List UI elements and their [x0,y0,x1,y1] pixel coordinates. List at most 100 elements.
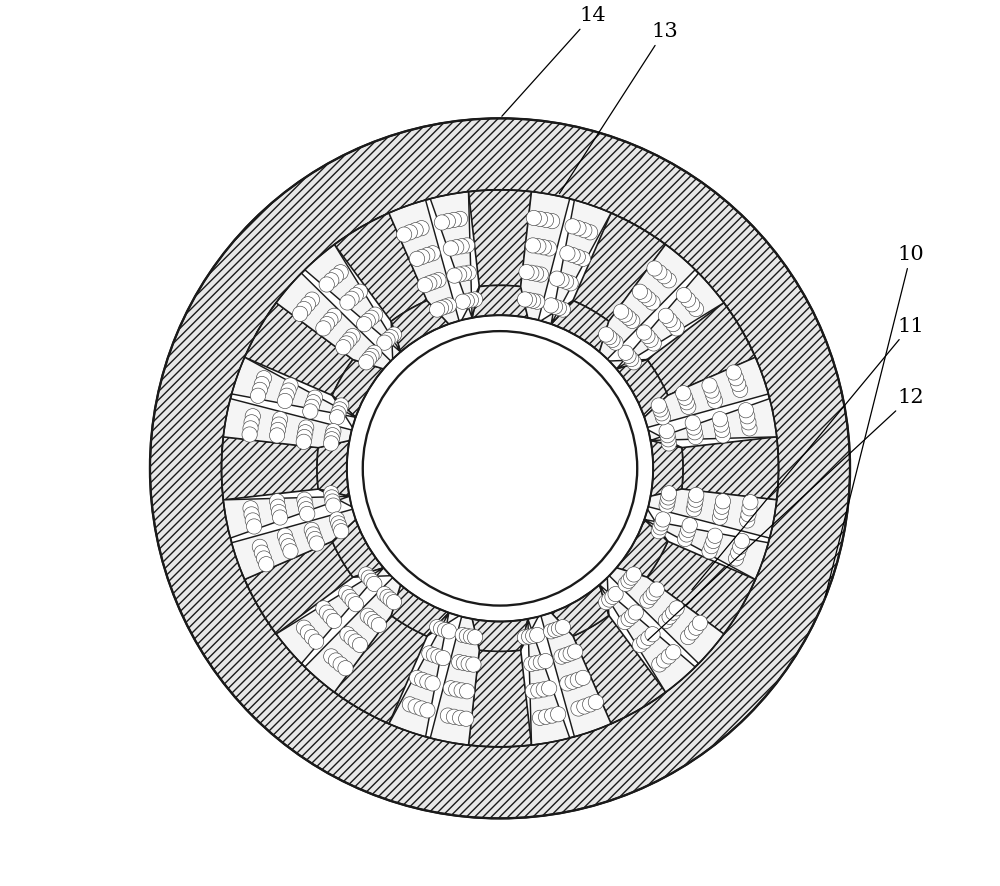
Circle shape [676,386,691,401]
Circle shape [666,645,681,660]
Circle shape [319,277,334,292]
Circle shape [728,551,744,566]
Circle shape [654,517,669,532]
Circle shape [459,711,474,727]
Circle shape [417,278,432,293]
Circle shape [605,589,620,605]
Polygon shape [223,400,352,448]
Circle shape [588,695,604,710]
Circle shape [449,682,464,697]
Circle shape [452,711,468,726]
Circle shape [726,365,741,381]
Circle shape [637,288,652,304]
Circle shape [685,416,700,431]
Circle shape [447,268,462,284]
Circle shape [712,412,728,427]
Circle shape [625,314,640,330]
Circle shape [245,513,260,528]
Circle shape [526,294,541,309]
Circle shape [361,352,376,368]
Circle shape [532,212,548,228]
Circle shape [250,389,266,404]
Circle shape [531,683,546,698]
Circle shape [367,307,383,323]
Circle shape [549,272,565,287]
Circle shape [281,384,296,399]
Circle shape [544,708,560,723]
Circle shape [646,586,661,602]
Circle shape [654,406,669,422]
Circle shape [443,680,458,696]
Circle shape [582,225,598,241]
Circle shape [524,657,539,672]
Text: 10: 10 [825,245,925,597]
Circle shape [367,615,383,630]
Circle shape [431,649,446,664]
Polygon shape [648,489,777,539]
Circle shape [352,284,368,300]
Circle shape [332,520,347,535]
Circle shape [533,655,548,670]
Circle shape [328,653,344,668]
Text: 14: 14 [502,6,606,117]
Circle shape [359,567,374,582]
Circle shape [437,623,453,638]
Circle shape [270,423,286,439]
Circle shape [625,609,640,624]
Circle shape [688,620,704,635]
Circle shape [380,589,395,605]
Circle shape [558,648,574,663]
Circle shape [244,507,259,523]
Circle shape [256,551,272,566]
Circle shape [461,266,476,281]
Circle shape [364,611,379,627]
Circle shape [532,711,548,726]
Text: 11: 11 [692,316,925,590]
Circle shape [342,333,357,348]
Circle shape [628,605,643,620]
Circle shape [409,671,425,686]
Circle shape [300,507,315,522]
Circle shape [422,646,437,661]
Circle shape [298,497,313,512]
Circle shape [565,674,580,689]
Circle shape [326,614,342,629]
Circle shape [660,428,675,443]
Circle shape [632,284,648,300]
Polygon shape [541,201,611,324]
Circle shape [340,627,355,642]
Polygon shape [551,585,609,636]
Circle shape [577,223,592,238]
Circle shape [640,594,655,609]
Polygon shape [647,541,755,634]
Circle shape [437,299,453,315]
Circle shape [707,529,723,544]
Circle shape [440,708,456,723]
Circle shape [434,215,450,231]
Circle shape [242,427,257,443]
Polygon shape [305,245,401,360]
Circle shape [686,420,701,436]
Text: 13: 13 [559,22,678,194]
Circle shape [621,349,636,364]
Circle shape [661,436,677,452]
Circle shape [333,265,348,281]
Circle shape [454,239,469,254]
Circle shape [551,621,567,636]
Circle shape [565,220,580,235]
Circle shape [459,294,474,309]
Circle shape [396,228,412,243]
Circle shape [323,436,339,452]
Circle shape [528,267,544,282]
Circle shape [659,424,674,439]
Circle shape [684,626,700,641]
Circle shape [571,701,586,717]
Circle shape [332,402,347,417]
Circle shape [704,384,719,399]
Circle shape [637,634,652,649]
Circle shape [363,331,637,606]
Circle shape [524,266,539,281]
Circle shape [252,383,267,398]
Circle shape [409,252,425,268]
Circle shape [617,307,633,323]
